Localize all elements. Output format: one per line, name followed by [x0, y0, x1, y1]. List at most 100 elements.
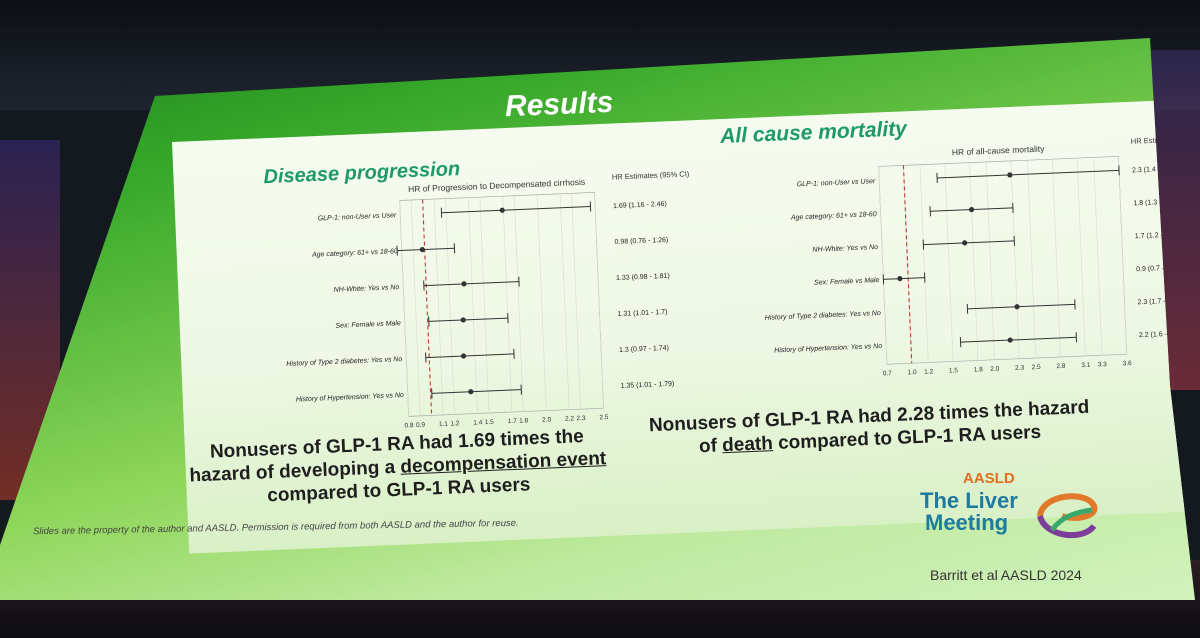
row-label: Sex: Female vs Male: [335, 320, 401, 330]
x-tick-label: 2.0: [990, 366, 1000, 373]
grid-line: [919, 164, 929, 363]
x-tick-label: 1.5: [949, 367, 959, 374]
logo-line1: The Liver: [920, 488, 1018, 513]
estimate-text: 0.9 (0.7 - 1.2): [1136, 264, 1178, 273]
grid-line: [1027, 160, 1037, 359]
liver-meeting-logo: AASLD The Liver Meeting: [920, 470, 1120, 550]
x-tick-label: 1.8: [974, 366, 984, 373]
grid-line: [536, 194, 547, 411]
plot-frame: [878, 156, 1128, 365]
grid-line: [445, 198, 455, 415]
right-caption-underlined: death: [721, 433, 774, 457]
row-label: GLP-1: non-User vs User: [318, 212, 397, 222]
ci-line: [423, 281, 520, 287]
x-tick-label: 0.9: [416, 422, 426, 429]
grid-line: [399, 200, 409, 417]
row-label: Age category: 61+ vs 18-60: [311, 248, 398, 259]
ci-line: [431, 389, 522, 394]
estimate-text: 2.3 (1.7 - 3): [1137, 298, 1173, 307]
x-tick-label: 3.3: [1098, 361, 1108, 368]
point-estimate: [1014, 304, 1020, 310]
x-tick-label: 2.3: [576, 415, 586, 422]
x-tick-label: 2.5: [599, 414, 609, 421]
estimate-text: 1.3 (0.97 - 1.74): [619, 345, 669, 354]
x-tick-label: 1.7: [508, 418, 518, 425]
grid-line: [944, 163, 954, 362]
ci-line: [397, 247, 455, 252]
ci-line: [937, 169, 1120, 179]
x-tick-label: 3.1: [1081, 362, 1091, 369]
point-estimate: [460, 317, 466, 323]
point-estimate: [1007, 172, 1013, 178]
estimate-text: 2.3 (1.4 - 3.6): [1132, 166, 1174, 175]
grid-line: [594, 192, 604, 409]
ci-line: [960, 336, 1077, 343]
estimate-text: 2.2 (1.6 - 3): [1139, 331, 1175, 340]
point-estimate: [468, 389, 474, 395]
citation: Barritt et al AASLD 2024: [930, 567, 1082, 583]
right-caption-line2-pre: of: [698, 435, 723, 458]
grid-line: [479, 197, 490, 413]
grid-line: [1118, 156, 1128, 355]
slide-content-panel: Disease progression All cause mortality …: [172, 100, 1195, 554]
right-caption: Nonusers of GLP-1 RA had 2.28 times the …: [589, 393, 1150, 462]
x-tick-label: 2.8: [1056, 363, 1066, 370]
x-tick-label: 1.4: [473, 419, 483, 426]
estimate-text: 1.33 (0.98 - 1.81): [616, 273, 670, 282]
grid-line: [571, 193, 581, 410]
left-caption: Nonusers of GLP-1 RA had 1.69 times the …: [147, 422, 649, 512]
x-tick-label: 0.8: [404, 422, 414, 429]
estimate-text: 1.69 (1.16 - 2.46): [613, 201, 667, 210]
slide-title: Results: [504, 85, 614, 124]
estimate-text: 1.35 (1.01 - 1.79): [620, 381, 674, 390]
point-estimate: [897, 276, 903, 282]
reference-line: [902, 165, 913, 364]
row-label: NH-White: Yes vs No: [812, 244, 878, 254]
grid-line: [1010, 160, 1020, 359]
ci-line: [883, 277, 925, 280]
grid-line: [559, 193, 570, 410]
grid-line: [1076, 158, 1086, 356]
grid-line: [433, 199, 444, 415]
grid-line: [985, 161, 995, 360]
grid-line: [513, 195, 524, 412]
x-tick-label: 1.8: [519, 417, 529, 424]
row-label: History of Type 2 diabetes: Yes vs No: [286, 356, 402, 368]
ci-line: [967, 303, 1075, 310]
x-tick-label: 1.5: [485, 419, 495, 426]
x-tick-label: 0.7: [883, 370, 893, 377]
plot-title: HR of all-cause mortality: [952, 143, 1046, 157]
x-tick-label: 2.2: [565, 415, 575, 422]
grid-line: [468, 197, 478, 414]
point-estimate: [499, 207, 505, 213]
right-subtitle: All cause mortality: [719, 117, 908, 149]
estimates-header: HR Estimates (95% CI): [612, 169, 690, 181]
x-tick-label: 1.0: [907, 369, 917, 376]
row-label: NH-White: Yes vs No: [334, 284, 400, 294]
x-tick-label: 1.2: [450, 420, 460, 427]
x-tick-label: 3.6: [1122, 360, 1132, 367]
logo-line2: Meeting: [925, 510, 1009, 535]
x-tick-label: 1.1: [439, 421, 449, 428]
row-label: History of Type 2 diabetes: Yes vs No: [765, 310, 881, 322]
ci-line: [441, 206, 591, 214]
x-tick-label: 2.5: [1032, 364, 1042, 371]
point-estimate: [968, 206, 975, 213]
forest-plot-progression: HR of Progression to Decompensated cirrh…: [286, 169, 690, 429]
grid-line: [1051, 159, 1061, 357]
logo-org: AASLD: [963, 470, 1015, 487]
ci-line: [425, 353, 515, 359]
point-estimate: [962, 240, 968, 246]
ci-line: [428, 317, 508, 322]
x-tick-label: 2.0: [542, 416, 552, 423]
grid-line: [502, 196, 513, 413]
grid-line: [969, 162, 979, 361]
grid-line: [1093, 157, 1103, 356]
row-label: History of Hypertension: Yes vs No: [774, 343, 882, 355]
point-estimate: [461, 281, 467, 287]
logo-swirl-icon: [1037, 493, 1098, 538]
row-label: Age category: 61+ vs 18-60: [790, 211, 877, 222]
grid-line: [410, 200, 421, 416]
